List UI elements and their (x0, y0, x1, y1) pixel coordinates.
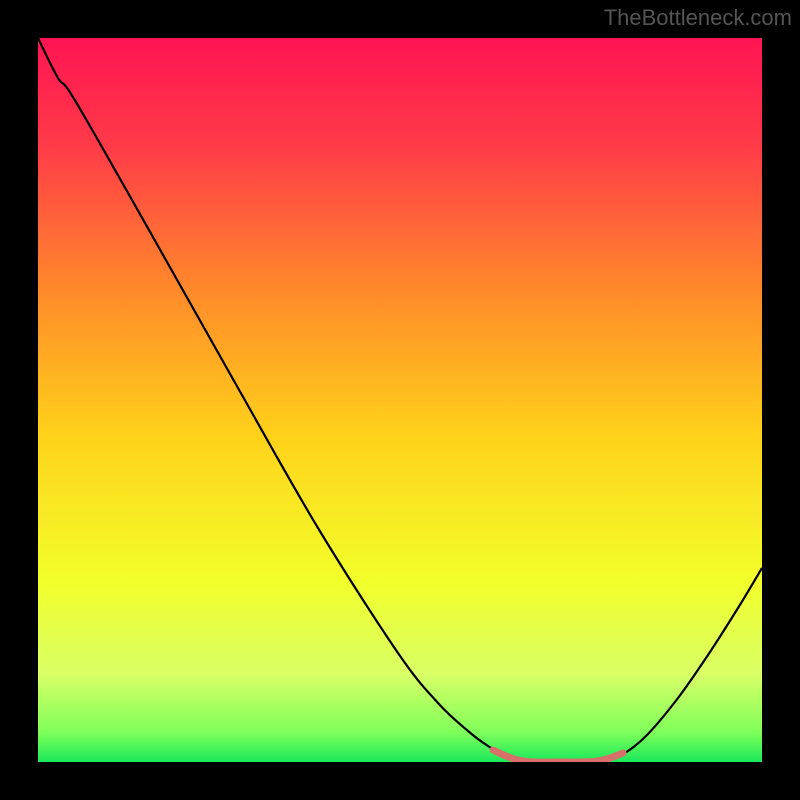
watermark-text: TheBottleneck.com (604, 5, 792, 31)
bottleneck-curve (38, 38, 762, 762)
chart-plot-area (38, 38, 762, 762)
chart-curves-layer (38, 38, 762, 762)
optimal-highlight-segment (493, 750, 623, 762)
